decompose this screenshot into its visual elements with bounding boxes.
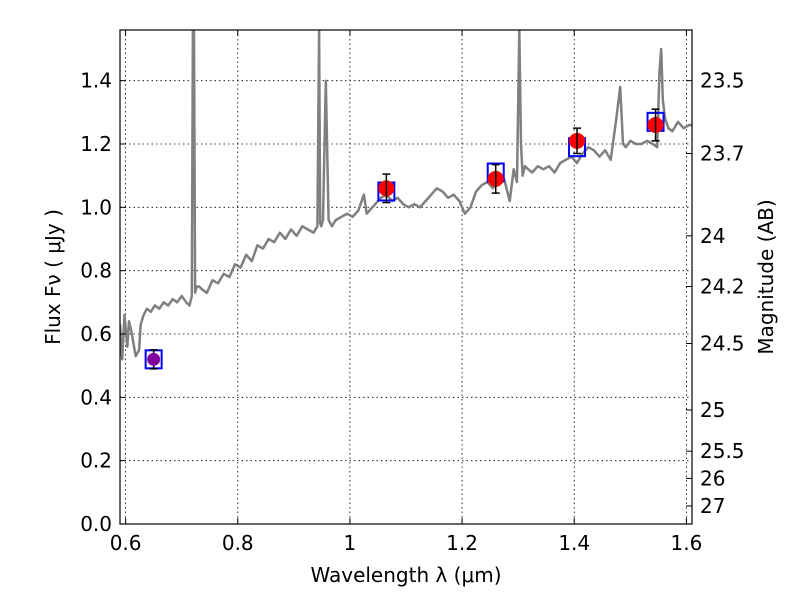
plot-area — [120, 30, 692, 370]
upper-limit-point — [147, 352, 161, 366]
y-tick-label: 0.6 — [80, 322, 112, 346]
right-tick-label: 24.2 — [700, 275, 745, 299]
y-axis-label-left: Flux Fν ( μJy ) — [41, 209, 65, 345]
y-tick-label: 0.2 — [80, 449, 112, 473]
right-tick-label: 26 — [700, 466, 725, 490]
x-tick-label: 0.8 — [222, 531, 254, 555]
x-tick-label: 1.2 — [446, 531, 478, 555]
right-tick-label: 25.5 — [700, 439, 745, 463]
y-axis-label-right: Magnitude (AB) — [754, 199, 778, 354]
right-tick-label: 23.5 — [700, 69, 745, 93]
plot-frame — [119, 29, 693, 525]
right-tick-label: 24 — [700, 224, 725, 248]
y-tick-label: 0.4 — [80, 385, 112, 409]
axes: 0.6 0.8 1 1.2 1.4 1.6 0.0 0.2 0.4 0.6 0.8 1.0 1.2 1.4… — [80, 30, 745, 555]
template-spectrum-line — [120, 30, 692, 361]
x-tick-label: 1.6 — [670, 531, 702, 555]
y-tick-label: 1.4 — [80, 69, 112, 93]
x-tick-label: 1 — [344, 531, 357, 555]
y-tick-label: 0.0 — [80, 512, 112, 536]
x-tick-label: 0.6 — [110, 531, 142, 555]
right-tick-label: 27 — [700, 494, 725, 518]
y-tick-label: 1.2 — [80, 132, 112, 156]
y-tick-label: 0.8 — [80, 259, 112, 283]
x-axis-label: Wavelength λ (μm) — [310, 563, 501, 587]
right-tick-label: 23.7 — [700, 142, 745, 166]
y-tick-label: 1.0 — [80, 195, 112, 219]
x-tick-label: 1.4 — [558, 531, 590, 555]
right-tick-label: 24.5 — [700, 332, 745, 356]
right-tick-label: 25 — [700, 398, 725, 422]
